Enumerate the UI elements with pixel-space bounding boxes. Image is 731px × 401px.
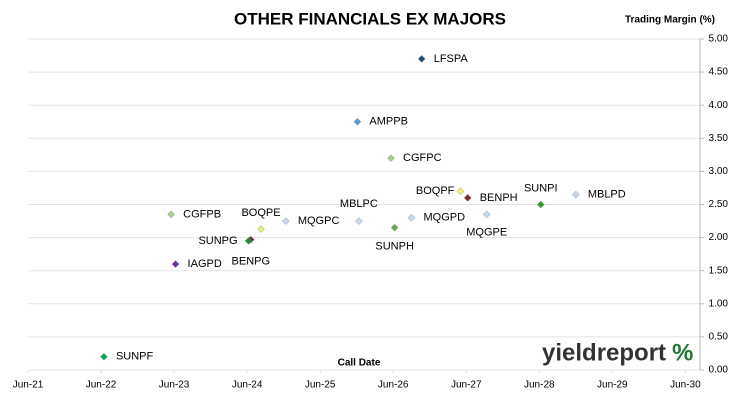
- x-tick-label: Jun-29: [597, 380, 628, 391]
- x-tick-label: Jun-22: [86, 380, 117, 391]
- point: [353, 117, 362, 126]
- point-label: SUNPF: [116, 351, 154, 363]
- y-tick-label: 2.50: [709, 199, 729, 210]
- x-tick-label: Jun-28: [524, 380, 555, 391]
- point-label: MQGPD: [423, 212, 465, 224]
- point-label: CGFPB: [183, 208, 221, 220]
- point-label: MBLPD: [588, 188, 626, 200]
- point-label: LFSPA: [434, 53, 469, 65]
- point: [536, 200, 545, 209]
- x-tick-label: Jun-21: [13, 380, 44, 391]
- y-tick-label: 3.00: [709, 166, 729, 177]
- point: [417, 55, 426, 63]
- chart-title: OTHER FINANCIALS EX MAJORS: [234, 9, 506, 28]
- point: [282, 217, 290, 225]
- y-tick-label: 2.00: [709, 232, 729, 243]
- point-label: CGFPC: [403, 152, 442, 164]
- point: [456, 187, 465, 196]
- point: [171, 260, 180, 268]
- point: [244, 237, 253, 245]
- point-label: MQGPC: [298, 215, 340, 227]
- point-label: BENPH: [480, 192, 518, 204]
- y-tick-label: 3.50: [709, 133, 729, 144]
- point: [387, 154, 395, 162]
- point-label: IAGPD: [188, 258, 222, 270]
- y-tick-label: 0.00: [709, 365, 729, 376]
- watermark: yieldreport: [542, 339, 666, 366]
- point: [407, 213, 416, 222]
- point-label: BOQPF: [416, 185, 455, 197]
- point-label: SUNPI: [524, 182, 558, 194]
- x-tick-label: Jun-23: [159, 380, 190, 391]
- x-tick-label: Jun-25: [305, 380, 336, 391]
- point-label: SUNPG: [198, 235, 237, 247]
- y-axis-title: Trading Margin (%): [625, 15, 715, 26]
- point-label: BENPG: [232, 255, 271, 267]
- point-label: SUNPH: [375, 241, 414, 253]
- y-tick-label: 0.50: [709, 332, 729, 343]
- y-tick-label: 5.00: [709, 34, 729, 45]
- point: [463, 194, 472, 202]
- y-tick-label: 1.00: [709, 298, 729, 309]
- point-label: AMPPB: [369, 116, 408, 128]
- x-tick-label: Jun-27: [451, 380, 482, 391]
- y-tick-label: 4.00: [709, 100, 729, 111]
- x-tick-label: Jun-30: [670, 380, 701, 391]
- x-tick-label: Jun-26: [378, 380, 409, 391]
- y-tick-label: 4.50: [709, 67, 729, 78]
- point-label: MBLPC: [340, 198, 378, 210]
- point: [390, 223, 399, 232]
- point: [355, 217, 363, 225]
- point-label: BOQPE: [241, 207, 280, 219]
- point-label: MQGPE: [466, 226, 507, 238]
- x-axis-title: Call Date: [338, 358, 381, 369]
- point: [572, 190, 580, 199]
- point: [257, 225, 265, 233]
- point: [482, 210, 491, 219]
- x-tick-label: Jun-24: [232, 380, 263, 391]
- point: [167, 210, 175, 219]
- point: [100, 352, 108, 361]
- y-tick-label: 1.50: [709, 265, 729, 276]
- watermark-symbol: %: [672, 339, 693, 366]
